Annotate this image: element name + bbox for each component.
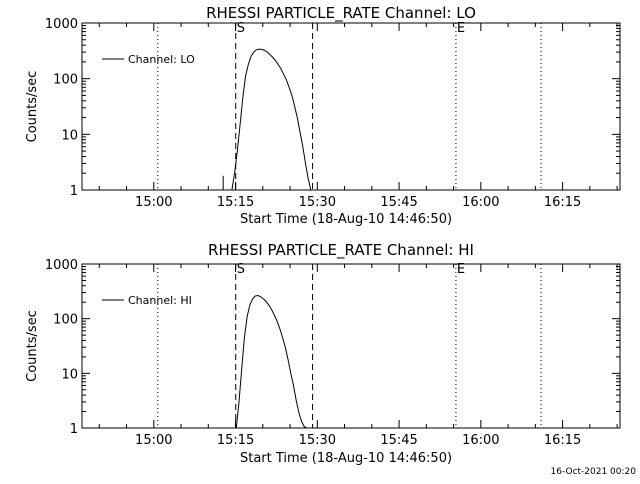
plot-frame [81, 263, 621, 429]
y-tick-label: 100 [53, 313, 78, 328]
x-tick-label: 16:15 [544, 433, 581, 448]
marker-label-s: S [237, 21, 245, 36]
plot-frame [81, 22, 621, 191]
x-tick-label: 15:30 [299, 195, 336, 210]
chart-panel-1: RHESSI PARTICLE_RATE Channel: LO 1 10 100 10… [25, 4, 621, 227]
y-tick-label: 1 [70, 422, 78, 437]
chart-title: RHESSI PARTICLE_RATE Channel: LO [206, 4, 476, 23]
marker-label-s: S [237, 262, 245, 277]
series-line-hi [235, 294, 308, 429]
x-axis-label: Start Time (18-Aug-10 14:46:50) [240, 212, 452, 227]
y-axis-label: Counts/sec [25, 310, 40, 382]
y-tick-label: 1000 [45, 258, 78, 273]
chart-title: RHESSI PARTICLE_RATE Channel: HI [208, 241, 474, 260]
legend-label: Channel: LO [128, 53, 195, 66]
y-tick-label: 10 [61, 128, 78, 143]
x-tick-label: 15:15 [217, 433, 254, 448]
chart-panel-2: RHESSI PARTICLE_RATE Channel: HI 1 10 100 10… [25, 241, 621, 466]
x-tick-label: 16:15 [544, 195, 581, 210]
x-tick-label: 15:15 [217, 195, 254, 210]
y-tick-label: 100 [53, 73, 78, 88]
legend-label: Channel: HI [128, 294, 192, 307]
marker-label-e: E [457, 262, 465, 277]
footer-timestamp: 16-Oct-2021 00:20 [551, 467, 637, 477]
x-tick-label: 15:45 [380, 195, 417, 210]
x-axis-label: Start Time (18-Aug-10 14:46:50) [240, 451, 452, 466]
y-tick-label: 1 [70, 184, 78, 199]
series-line-lo [231, 48, 312, 191]
x-tick-label: 16:00 [462, 433, 499, 448]
y-tick-label: 10 [61, 367, 78, 382]
x-tick-label: 15:30 [299, 433, 336, 448]
x-tick-label: 15:00 [135, 433, 172, 448]
x-tick-label: 15:00 [135, 195, 172, 210]
x-tick-label: 16:00 [462, 195, 499, 210]
x-tick-label: 15:45 [380, 433, 417, 448]
y-tick-label: 1000 [45, 17, 78, 32]
y-axis-label: Counts/sec [25, 71, 40, 143]
marker-label-e: E [457, 21, 465, 36]
